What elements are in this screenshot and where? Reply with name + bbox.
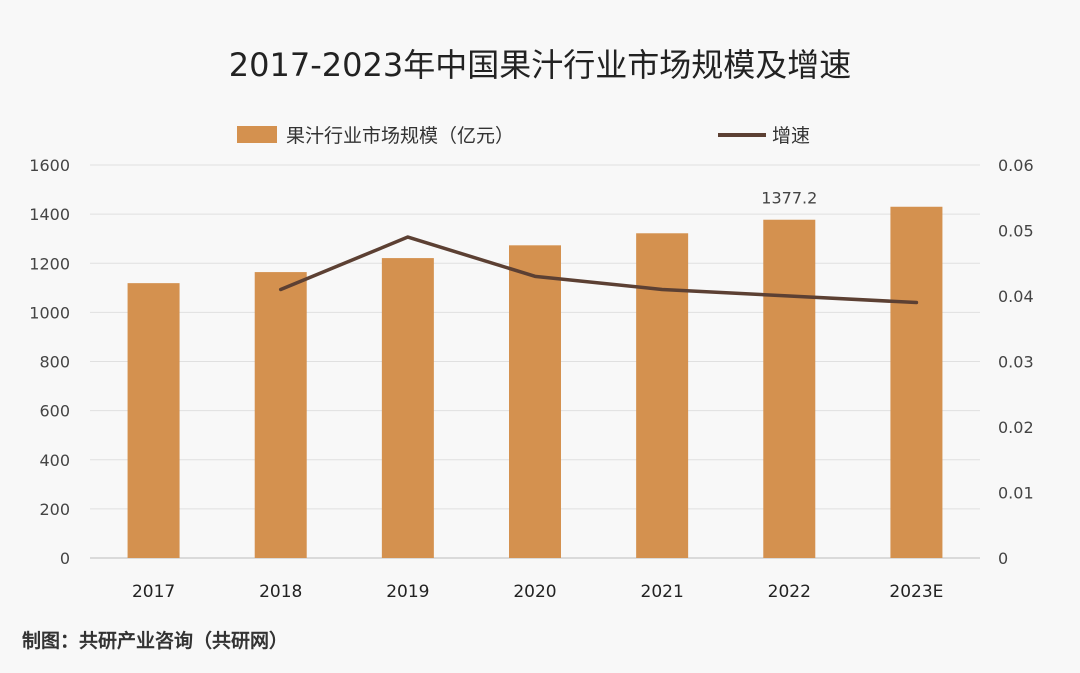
bar-2021 [636,233,689,558]
left-axis-tick-label: 1600 [29,156,70,175]
left-axis-tick-label: 600 [39,402,70,421]
bar-2017 [127,283,180,558]
growth-point-2020 [533,274,537,278]
right-axis-tick-label: 0.03 [998,353,1034,372]
x-axis-category-label: 2017 [132,582,175,602]
left-axis: 0 200 400 600 800 1000 1200 1400 1600 [29,156,70,568]
right-axis-tick-label: 0.05 [998,222,1034,241]
data-labels: 1377.2 [761,189,817,208]
x-axis-category-label: 2022 [768,582,811,602]
left-axis-tick-label: 800 [39,353,70,372]
legend-bar-label: 果汁行业市场规模（亿元） [286,125,514,147]
bar-2019 [381,258,434,558]
bar-2018 [254,272,307,558]
growth-point-2023E [914,301,918,305]
bar-2022 [763,219,816,558]
right-axis-tick-label: 0 [998,549,1008,568]
growth-rate-line [278,235,919,305]
legend-line-label: 增速 [772,125,810,147]
left-axis-tick-label: 0 [60,549,70,568]
right-axis-tick-label: 0.01 [998,484,1034,503]
growth-point-2018 [279,287,283,291]
x-axis-category-label: 2018 [259,582,302,602]
right-axis-tick-label: 0.02 [998,418,1034,437]
bar-2023E [890,206,943,558]
right-axis-tick-label: 0.06 [998,156,1034,175]
right-axis-tick-label: 0.04 [998,287,1034,306]
x-axis-category-label: 2023E [889,582,943,602]
left-axis-tick-label: 1400 [29,205,70,224]
x-axis-category-label: 2020 [513,582,556,602]
bar-series [127,206,943,558]
chart-title: 2017-2023年中国果汁行业市场规模及增速 [229,46,851,84]
right-axis: 0 0.01 0.02 0.03 0.04 0.05 0.06 [998,156,1034,568]
left-axis-tick-label: 200 [39,500,70,519]
growth-point-2022 [787,294,791,298]
line-series [278,235,919,305]
legend: 果汁行业市场规模（亿元） 增速 [237,125,810,147]
x-axis-category-label: 2019 [386,582,429,602]
data-label-2022: 1377.2 [761,189,817,208]
bar-2020 [509,245,561,558]
left-axis-tick-label: 400 [39,451,70,470]
chart-footer-credit: 制图：共研产业咨询（共研网） [22,630,289,652]
growth-point-2019 [406,235,410,239]
growth-point-2021 [660,287,664,291]
left-axis-tick-label: 1200 [29,254,70,273]
x-axis: 2017 2018 2019 2020 2021 2022 2023E [132,582,943,602]
legend-bar-swatch [237,126,277,143]
x-axis-category-label: 2021 [641,582,684,602]
left-axis-tick-label: 1000 [29,303,70,322]
